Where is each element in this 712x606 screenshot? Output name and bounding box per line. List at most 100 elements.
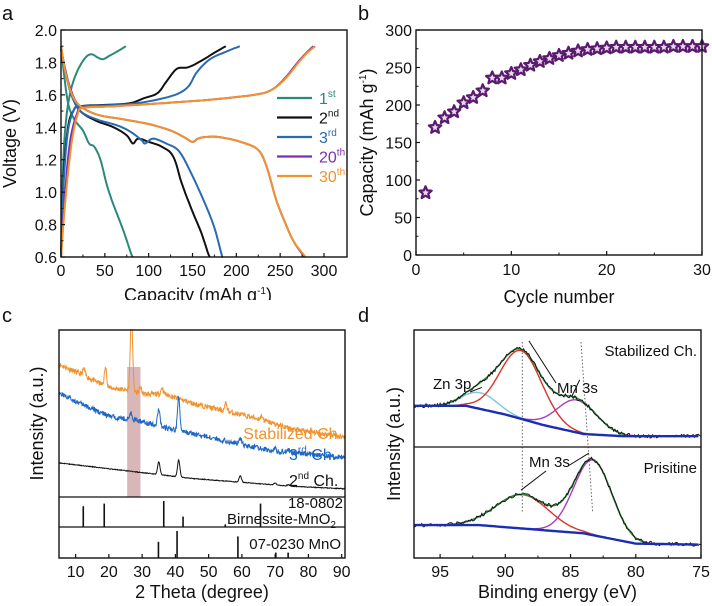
xrd-pattern-2nd-ch- <box>58 458 346 490</box>
annotation-arrow <box>528 340 557 384</box>
series-30th-charge-line <box>60 45 316 258</box>
background-line-prisitine <box>414 523 699 546</box>
y-tick-label: 2.0 <box>35 23 57 40</box>
y-tick-label: 1.0 <box>35 185 57 202</box>
legend-label-1st: 1st <box>319 89 336 108</box>
series-1st-charge-line <box>60 45 127 258</box>
y-tick-label: 1.8 <box>35 55 57 72</box>
data-point-star <box>542 50 557 65</box>
x-tick-label: 90 <box>333 564 351 581</box>
data-point-star <box>456 95 471 110</box>
annotation-mn-3s-pristine: Mn 3s <box>529 454 570 471</box>
data-point-star <box>504 65 519 80</box>
annotation-arrow <box>520 470 547 491</box>
series-3rd-charge-line <box>60 45 241 258</box>
panel-letter-d: d <box>358 305 369 327</box>
panel-letter-b: b <box>358 3 369 25</box>
legend-label-3rd: 3rd <box>319 128 337 147</box>
y-tick-label: 250 <box>385 61 412 78</box>
y-tick-label: 200 <box>385 98 412 115</box>
y-tick-label: 1.6 <box>35 88 57 105</box>
x-tick-label: 150 <box>179 263 206 280</box>
x-tick-label: 50 <box>96 263 114 280</box>
data-point-star <box>437 110 452 125</box>
x-tick-label: 250 <box>267 263 294 280</box>
x-tick-label: 20 <box>100 564 118 581</box>
panel-d-xps: Stabilized Ch. Prisitine Zn 3p Mn 3s Mn 3s 95… <box>384 329 710 602</box>
x-tick-label: 100 <box>135 263 162 280</box>
x-tick-label: 30 <box>133 564 151 581</box>
panel-a-charge-discharge: 0 50 100 150 200 250 300 0.6 0.8 1.0 1.2 1.4 1.6 1.8 2… <box>0 23 348 305</box>
x-tick-label: 40 <box>166 564 184 581</box>
x-tick-label: 10 <box>502 262 520 279</box>
series-2nd-discharge-line <box>60 49 211 258</box>
y-axis-title: Intensity (a.u.) <box>384 387 404 501</box>
fit-envelope-prisitine <box>454 458 648 544</box>
data-point-star <box>475 83 490 98</box>
y-tick-label: 1.2 <box>35 153 57 170</box>
legend-label-30th: 30th <box>319 167 345 186</box>
subpanel-title-stabilized-ch-: Stabilized Ch. <box>604 343 697 360</box>
y-tick-label: 50 <box>394 211 412 228</box>
y-axis-title: Capacity (mAh g-1) <box>357 69 377 217</box>
x-tick-label: 60 <box>233 564 251 581</box>
x-tick-label: 85 <box>562 564 580 581</box>
x-tick-label: 200 <box>223 263 250 280</box>
data-point-star <box>513 62 529 77</box>
y-tick-label: 150 <box>385 136 412 153</box>
reference-card-mno: 07-0230 MnO <box>249 536 341 553</box>
annotation-arrow <box>567 452 590 467</box>
y-tick-label: 1.4 <box>35 120 57 137</box>
x-axis-title: 2 Theta (degree) <box>135 582 269 602</box>
x-tick-label: 0 <box>57 263 66 280</box>
panel-c-xrd: Stabilized Ch. 3rd Ch. 2nd Ch. 18-0802Birne… <box>27 300 351 602</box>
label-3rd-ch: 3rd Ch. <box>289 445 336 464</box>
annotation-mn-3s-main: Mn 3s <box>557 380 598 397</box>
top-mask <box>58 300 346 329</box>
background-line-stabilized-ch- <box>414 404 699 438</box>
panel-d-frame <box>413 329 702 559</box>
fit-envelope-stabilized-ch- <box>441 347 629 436</box>
x-tick-label: 300 <box>311 263 338 280</box>
data-point-star <box>570 43 586 58</box>
data-point-star <box>523 57 538 72</box>
y-tick-label: 0 <box>403 248 412 265</box>
x-tick-label: 0 <box>412 262 421 279</box>
panel-letter-a: a <box>2 3 14 25</box>
data-point-star <box>494 70 510 85</box>
data-point-star <box>532 53 548 68</box>
x-tick-label: 95 <box>431 564 449 581</box>
label-stabilized-ch: Stabilized Ch. <box>243 426 342 443</box>
data-point-star <box>446 104 462 119</box>
x-tick-label: 30 <box>693 262 711 279</box>
fit-component-mn-3s-main-stabilized-ch- <box>455 349 587 435</box>
label-2nd-ch: 2nd Ch. <box>289 471 338 490</box>
y-axis-title: Voltage (V) <box>0 99 20 188</box>
y-tick-label: 100 <box>385 173 412 190</box>
series-1st-discharge-line <box>60 46 134 258</box>
y-axis-title: Intensity (a.u.) <box>27 366 47 480</box>
data-point-star <box>465 89 481 104</box>
panel-c-frame <box>58 329 346 559</box>
data-point-star <box>427 119 443 134</box>
x-tick-label: 80 <box>627 564 645 581</box>
x-axis-title: Binding energy (eV) <box>478 582 637 602</box>
y-tick-label: 0.6 <box>35 250 57 267</box>
x-tick-label: 80 <box>300 564 318 581</box>
xrd-pattern-3rd-ch- <box>58 391 346 461</box>
data-point-star <box>418 185 433 200</box>
annotation-zn-3p: Zn 3p <box>433 376 471 393</box>
panel-b-frame <box>415 29 703 256</box>
highlight-band <box>127 366 141 497</box>
x-tick-label: 75 <box>692 564 710 581</box>
x-tick-label: 90 <box>496 564 514 581</box>
x-tick-label: 20 <box>598 262 616 279</box>
x-tick-label: 70 <box>266 564 284 581</box>
guide-dotted-line <box>580 341 594 514</box>
x-axis-title: Cycle number <box>503 287 614 307</box>
reference-card-birnessite: 18-0802 <box>288 495 343 512</box>
y-tick-label: 300 <box>385 23 412 40</box>
xrd-pattern-stabilized-ch- <box>58 319 345 440</box>
subpanel-title-prisitine: Prisitine <box>644 460 697 477</box>
